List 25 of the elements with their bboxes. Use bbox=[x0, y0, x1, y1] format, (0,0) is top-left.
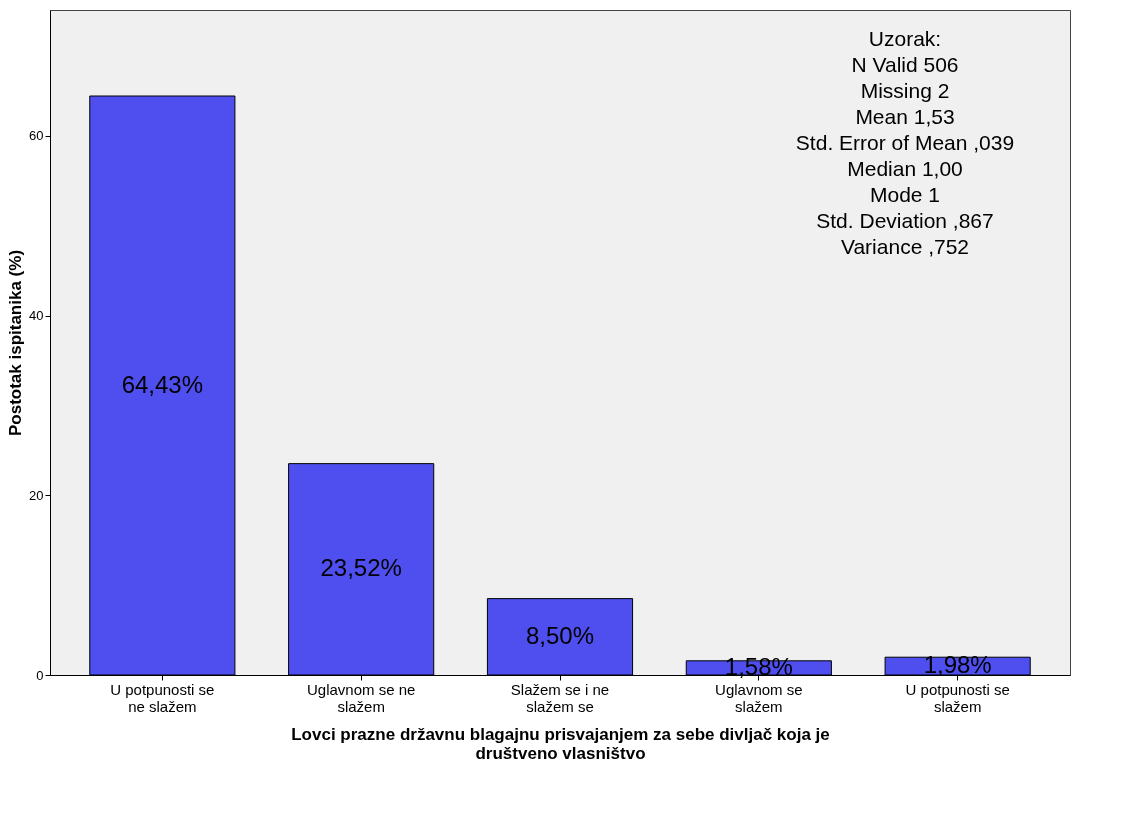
annotation: N Valid 506 bbox=[851, 53, 959, 76]
annotation: Std. Error of Mean ,039 bbox=[795, 131, 1015, 154]
x-tick-label: U potpunosti se ne slažem bbox=[110, 680, 215, 715]
y-axis-title: Postotak ispitanika (%) bbox=[6, 249, 26, 437]
y-tick-label: 40 bbox=[29, 308, 44, 324]
annotation: Uzorak: bbox=[868, 27, 942, 50]
x-tick-label: Uglavnom se ne slažem bbox=[306, 680, 416, 715]
annotation: Median 1,00 bbox=[847, 157, 963, 180]
annotation: Mode 1 bbox=[869, 183, 941, 206]
y-tick-label: 60 bbox=[29, 128, 44, 144]
y-tick-label: 0 bbox=[36, 667, 44, 683]
annotation: Std. Deviation ,867 bbox=[816, 209, 994, 232]
x-axis-title: Lovci prazne državnu blagajnu prisvajanjem za sebe divljač koja je društveno vlasništvo bbox=[291, 724, 830, 763]
x-tick-label: Uglavnom se slažem bbox=[715, 680, 803, 715]
y-tick-label: 20 bbox=[29, 487, 44, 503]
x-tick-label: Slažem se i ne slažem se bbox=[510, 680, 610, 715]
annotation: Variance ,752 bbox=[840, 235, 970, 258]
data-label: 1,98% bbox=[923, 651, 992, 679]
data-label: 1,58% bbox=[724, 652, 793, 680]
data-label: 8,50% bbox=[525, 621, 595, 649]
annotation: Missing 2 bbox=[860, 79, 950, 102]
data-label: 23,52% bbox=[320, 554, 402, 582]
data-label: 64,43% bbox=[121, 370, 204, 398]
x-tick-label: U potpunosti se slažem bbox=[905, 680, 1010, 715]
annotation: Mean 1,53 bbox=[855, 105, 955, 128]
